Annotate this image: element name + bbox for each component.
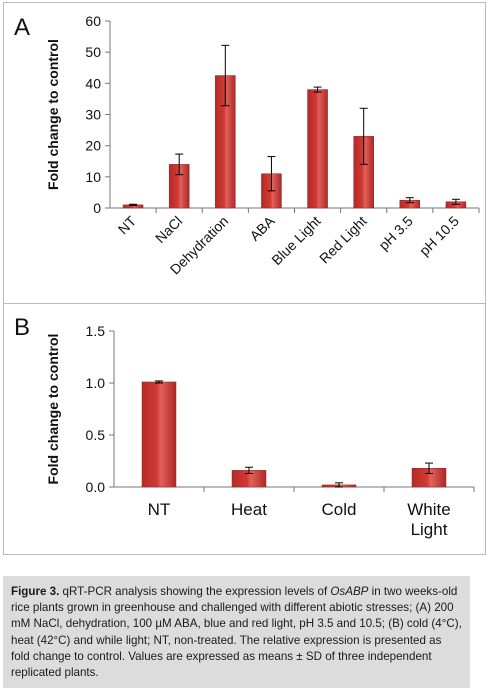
- x-tick-label: Blue Light: [268, 213, 323, 268]
- x-tick-label: Cold: [322, 500, 357, 519]
- x-tick-label: White: [407, 500, 450, 519]
- chart-b: B Fold change to control 0.0 0.5 1.0 1.5 NT Hea…: [14, 314, 475, 539]
- caption-gene: OsABP: [330, 585, 369, 598]
- y-axis-label: Fold change to control: [45, 39, 61, 190]
- y-tick-label: 0.0: [86, 479, 106, 495]
- y-tick-label: 10: [85, 169, 101, 185]
- x-tick-label: pH 3.5: [375, 213, 416, 254]
- y-tick-label: 1.0: [86, 375, 106, 391]
- panel-a: A Fold change to control 0 10 20 30 40 50 60 NT Na…: [3, 2, 486, 304]
- x-tick-label: Heat: [231, 500, 267, 519]
- bar-nt: [141, 381, 177, 488]
- y-tick-label: 1.5: [86, 323, 106, 339]
- x-tick-label: NT: [148, 500, 171, 519]
- y-tick-label: 30: [85, 107, 101, 123]
- x-tick-label: ABA: [246, 212, 278, 244]
- panel-b: B Fold change to control 0.0 0.5 1.0 1.5 NT Hea…: [3, 303, 486, 555]
- y-tick-label: 0.5: [86, 427, 106, 443]
- y-tick-label: 60: [85, 13, 101, 29]
- caption-label: Figure 3.: [11, 585, 60, 598]
- x-tick-label: NaCl: [152, 213, 185, 246]
- y-tick-label: 40: [85, 75, 101, 91]
- x-tick-label: pH 10.5: [416, 213, 462, 259]
- y-tick-label: 20: [85, 138, 101, 154]
- x-tick-label: Red Light: [316, 213, 370, 267]
- panel-letter: B: [14, 314, 30, 341]
- chart-a: A Fold change to control 0 10 20 30 40 50 60 NT Na…: [14, 13, 480, 278]
- x-tick-label: NT: [115, 212, 140, 237]
- y-axis-label: Fold change to control: [45, 334, 61, 485]
- y-tick-label: 0: [93, 200, 101, 216]
- figure-caption: Figure 3. qRT-PCR analysis showing the e…: [3, 576, 470, 688]
- bar-blue-light: [307, 89, 328, 209]
- caption-text-2: in two weeks-old rice plants grown in gr…: [11, 585, 462, 680]
- panel-letter: A: [14, 14, 30, 41]
- y-tick-label: 50: [85, 44, 101, 60]
- x-tick-label: Light: [411, 520, 448, 539]
- caption-text-1: qRT-PCR analysis showing the expression …: [59, 585, 331, 598]
